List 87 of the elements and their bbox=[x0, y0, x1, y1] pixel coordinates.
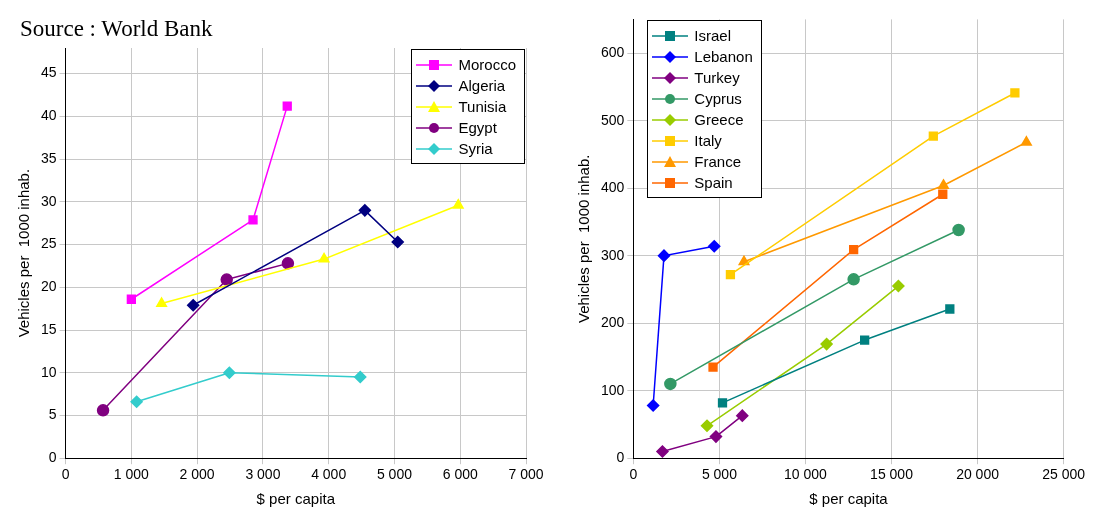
y-tick-label: 45 bbox=[40, 64, 57, 81]
legend-label: Tunisia bbox=[458, 98, 507, 115]
y-tick-label: 100 bbox=[601, 381, 625, 398]
point bbox=[318, 252, 330, 263]
point bbox=[281, 257, 295, 270]
point bbox=[847, 273, 860, 286]
point bbox=[186, 298, 200, 312]
point bbox=[664, 377, 677, 391]
x-tick-label: 0 bbox=[629, 466, 638, 483]
y-tick-label: 25 bbox=[40, 235, 57, 252]
point bbox=[358, 204, 372, 217]
point bbox=[709, 430, 723, 443]
y-tick-label: 10 bbox=[40, 363, 57, 380]
y-axis-title: Vehicles per 1000 inhab. bbox=[15, 168, 33, 338]
x-tick-label: 15 000 bbox=[870, 466, 914, 483]
y-tick-label: 5 bbox=[48, 406, 57, 423]
y-tick-label: 30 bbox=[40, 192, 57, 209]
x-tick-label: 10 000 bbox=[784, 466, 828, 483]
y-tick-label: 0 bbox=[616, 449, 625, 466]
point bbox=[223, 366, 236, 379]
legend-label: Syria bbox=[458, 140, 493, 157]
point bbox=[945, 304, 955, 314]
x-axis-title: $ per capita bbox=[256, 490, 336, 508]
x-tick-label: 5 000 bbox=[376, 466, 413, 483]
x-tick-label: 20 000 bbox=[956, 466, 1000, 483]
point bbox=[220, 273, 233, 286]
y-tick-label: 40 bbox=[40, 107, 57, 124]
x-tick-label: 7 000 bbox=[508, 466, 544, 483]
legend-label: Italy bbox=[694, 132, 722, 150]
legend-label: France bbox=[694, 153, 742, 171]
legend-label: Cyprus bbox=[694, 90, 742, 108]
legend-label: Egypt bbox=[458, 119, 497, 136]
point bbox=[725, 269, 736, 280]
y-tick-label: 0 bbox=[48, 449, 57, 466]
y-tick-label: 200 bbox=[601, 314, 625, 331]
point bbox=[938, 189, 948, 199]
x-tick-label: 2 000 bbox=[179, 466, 215, 483]
point bbox=[126, 294, 136, 304]
point bbox=[1010, 88, 1020, 98]
point bbox=[937, 179, 949, 189]
x-tick-label: 4 000 bbox=[311, 466, 347, 483]
legend-label: Israel bbox=[694, 27, 732, 45]
point bbox=[707, 239, 721, 253]
y-axis-title: Vehicles per 1000 inhab. bbox=[575, 154, 593, 324]
point bbox=[282, 101, 292, 111]
legend-label: Greece bbox=[694, 111, 744, 129]
point bbox=[849, 244, 859, 255]
legend-label: Turkey bbox=[694, 69, 740, 87]
point bbox=[248, 215, 258, 225]
x-tick-label: 0 bbox=[61, 466, 70, 483]
point bbox=[952, 223, 965, 237]
point bbox=[700, 419, 714, 433]
x-tick-label: 3 000 bbox=[245, 466, 281, 483]
point bbox=[736, 409, 749, 422]
point bbox=[354, 370, 367, 384]
legend-label: Spain bbox=[694, 174, 733, 192]
y-tick-label: 400 bbox=[601, 179, 625, 196]
point bbox=[820, 337, 833, 351]
source-note: Source : World Bank bbox=[20, 16, 213, 42]
point bbox=[452, 198, 464, 209]
point bbox=[96, 404, 110, 417]
x-axis-title: $ per capita bbox=[809, 490, 889, 508]
point bbox=[1020, 136, 1032, 146]
y-tick-label: 500 bbox=[601, 111, 625, 128]
point bbox=[646, 399, 660, 412]
y-tick-label: 300 bbox=[601, 246, 625, 263]
x-tick-label: 6 000 bbox=[442, 466, 478, 483]
point bbox=[928, 131, 938, 141]
point bbox=[892, 279, 905, 293]
legend-label: Morocco bbox=[458, 56, 516, 73]
point bbox=[656, 445, 669, 458]
y-tick-label: 600 bbox=[601, 44, 625, 61]
point bbox=[860, 335, 870, 345]
point bbox=[717, 398, 728, 408]
point bbox=[130, 395, 143, 409]
y-tick-label: 35 bbox=[40, 149, 57, 166]
point bbox=[708, 362, 718, 372]
point bbox=[156, 297, 168, 308]
y-tick-label: 15 bbox=[40, 320, 57, 337]
point bbox=[657, 249, 671, 262]
legend-label: Lebanon bbox=[694, 48, 753, 66]
x-tick-label: 25 000 bbox=[1042, 466, 1086, 483]
y-tick-label: 20 bbox=[40, 278, 57, 295]
point bbox=[391, 235, 404, 249]
legend-label: Algeria bbox=[458, 77, 506, 94]
x-tick-label: 5 000 bbox=[701, 466, 738, 483]
x-tick-label: 1 000 bbox=[113, 466, 150, 483]
